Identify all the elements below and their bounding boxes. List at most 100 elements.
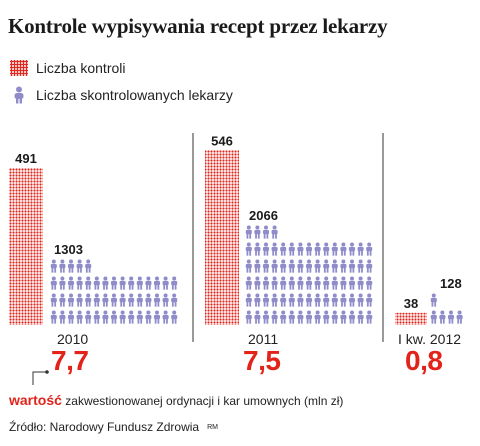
person-icon — [102, 276, 109, 290]
person-icon — [262, 259, 270, 273]
person-icon — [254, 225, 261, 239]
dotted-square-icon — [10, 60, 28, 76]
person-icon — [67, 293, 75, 307]
person-icon — [357, 293, 364, 307]
person-icon — [340, 276, 347, 290]
person-icon — [288, 276, 295, 290]
person-icon — [136, 310, 143, 324]
person-icon — [85, 276, 92, 290]
person-icon — [297, 293, 304, 307]
person-icon — [288, 310, 295, 324]
person-icon — [323, 276, 330, 290]
person-icon — [136, 276, 143, 290]
value-label-lekarze-g2010: 1303 — [54, 242, 83, 257]
person-icon — [110, 293, 118, 307]
person-icon — [254, 310, 261, 324]
person-icon — [162, 276, 169, 290]
person-icon — [76, 276, 83, 290]
person-icon — [262, 293, 270, 307]
person-icon — [271, 259, 278, 273]
value-label-lekarze-g2011: 2066 — [249, 208, 278, 223]
person-icon — [357, 276, 364, 290]
person-icon — [254, 293, 261, 307]
value-label-kontrole-g2011: 546 — [211, 133, 233, 148]
person-icon — [340, 242, 347, 256]
person-icon — [59, 293, 66, 307]
category-label-2012-q1: I kw. 2012 — [398, 331, 462, 347]
person-icon — [323, 310, 330, 324]
person-icon — [305, 293, 313, 307]
person-icon — [280, 293, 287, 307]
person-icon — [366, 293, 373, 307]
person-icon — [314, 242, 321, 256]
person-icon — [254, 276, 261, 290]
person-icon — [145, 293, 152, 307]
person-icon — [85, 259, 92, 273]
person-icon — [67, 276, 75, 290]
person-icon — [297, 242, 304, 256]
person-icon — [348, 242, 356, 256]
amount-2012-q1: 0,8 — [405, 345, 443, 376]
person-icon — [50, 259, 57, 273]
note-pointer-dot — [45, 370, 49, 374]
person-icon — [110, 310, 118, 324]
person-icon — [430, 310, 437, 324]
person-icon — [297, 276, 304, 290]
person-icon — [288, 293, 295, 307]
person-icon — [245, 310, 252, 324]
person-icon — [153, 293, 161, 307]
person-icon — [262, 225, 270, 239]
person-icon — [119, 293, 126, 307]
person-icon — [245, 242, 252, 256]
person-icon — [162, 293, 169, 307]
person-icon — [366, 276, 373, 290]
person-icon — [331, 259, 338, 273]
person-icon — [262, 242, 270, 256]
person-icon — [50, 276, 57, 290]
person-icon — [314, 276, 321, 290]
value-label-lekarze-g2012: 128 — [440, 276, 462, 291]
person-icon — [348, 310, 356, 324]
person-icon — [348, 293, 356, 307]
person-icon — [271, 293, 278, 307]
person-icon — [76, 310, 83, 324]
value-label-kontrole-g2010: 491 — [15, 151, 37, 166]
amount-2011: 7,5 — [243, 345, 281, 376]
person-icon — [93, 276, 100, 290]
person-icon — [305, 276, 313, 290]
person-icon — [271, 225, 278, 239]
person-icon — [67, 310, 75, 324]
person-icon — [162, 310, 169, 324]
person-icon — [323, 242, 330, 256]
legend-label-kontrole: Liczba kontroli — [36, 60, 126, 76]
person-icon — [314, 310, 321, 324]
person-icon — [288, 242, 295, 256]
person-icon — [357, 310, 364, 324]
person-icon — [280, 242, 287, 256]
person-icon — [280, 310, 287, 324]
person-icon — [50, 293, 57, 307]
person-icon — [366, 259, 373, 273]
note-keyword: wartość — [9, 392, 62, 408]
person-icon — [119, 276, 126, 290]
amount-note: wartość zakwestionowanej ordynacji i kar… — [9, 392, 343, 408]
person-icon — [245, 293, 252, 307]
person-icon — [128, 293, 135, 307]
person-icon — [262, 276, 270, 290]
person-icon — [447, 310, 455, 324]
person-icon — [348, 259, 356, 273]
person-icon — [305, 242, 313, 256]
legend-label-lekarze: Liczba skontrolowanych lekarzy — [36, 87, 233, 103]
person-icon — [366, 242, 373, 256]
person-icon — [128, 310, 135, 324]
person-icon — [153, 276, 161, 290]
person-icon — [280, 259, 287, 273]
person-icon — [331, 242, 338, 256]
value-label-kontrole-g2012: 38 — [404, 296, 418, 311]
person-icon — [85, 293, 92, 307]
category-label-2011: 2011 — [248, 331, 279, 347]
person-icon — [254, 259, 261, 273]
amount-2010: 7,7 — [51, 345, 89, 376]
person-icon — [245, 259, 252, 273]
